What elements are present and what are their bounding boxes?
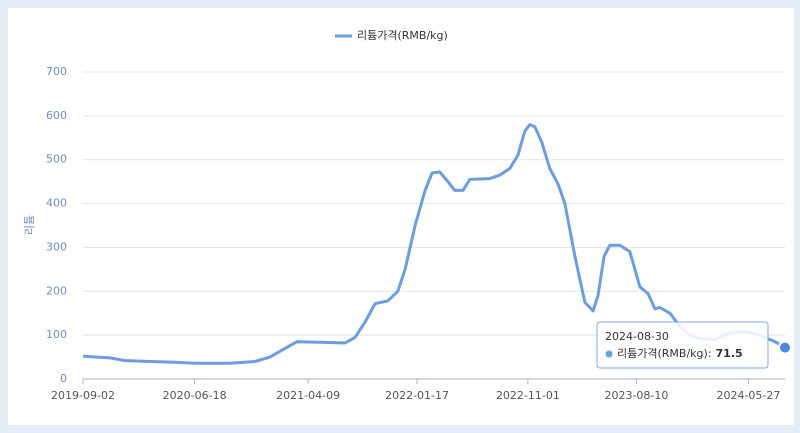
y-axis-title: 리튬 <box>23 215 36 235</box>
y-tick-label: 300 <box>46 240 67 253</box>
x-tick-label: 2022-01-17 <box>385 389 449 402</box>
tooltip-separator: : <box>708 347 712 360</box>
tooltip-date: 2024-08-30 <box>605 330 669 343</box>
tooltip-value: 71.5 <box>716 347 743 360</box>
y-tick-label: 600 <box>46 109 67 122</box>
tooltip-box <box>596 321 769 369</box>
point-marker <box>778 340 792 355</box>
x-tick-label: 2021-04-09 <box>276 389 340 402</box>
series-line <box>82 123 786 365</box>
tooltip-swatch <box>605 350 613 358</box>
legend-label: 리튬가격(RMB/kg) <box>357 29 448 42</box>
tooltip-text: 리튬가격(RMB/kg): 71.5 <box>617 347 743 360</box>
y-tick-label: 200 <box>46 284 67 297</box>
y-tick-label: 0 <box>60 372 67 385</box>
tooltip: 2024-08-30 리튬가격(RMB/kg): 71.5 <box>596 321 769 369</box>
x-tick-label: 2019-09-02 <box>51 389 115 402</box>
y-tick-label: 700 <box>46 65 67 78</box>
y-tick-label: 400 <box>46 197 67 210</box>
x-tick-label: 2023-08-10 <box>604 389 668 402</box>
y-tick-label: 100 <box>46 328 67 341</box>
tooltip-series: 리튬가격(RMB/kg) <box>617 347 708 360</box>
y-tick-label: 500 <box>46 153 67 166</box>
x-tick-label: 2022-11-01 <box>496 389 560 402</box>
x-tick-label: 2020-06-18 <box>163 389 227 402</box>
x-tick-label: 2024-05-27 <box>716 389 780 402</box>
